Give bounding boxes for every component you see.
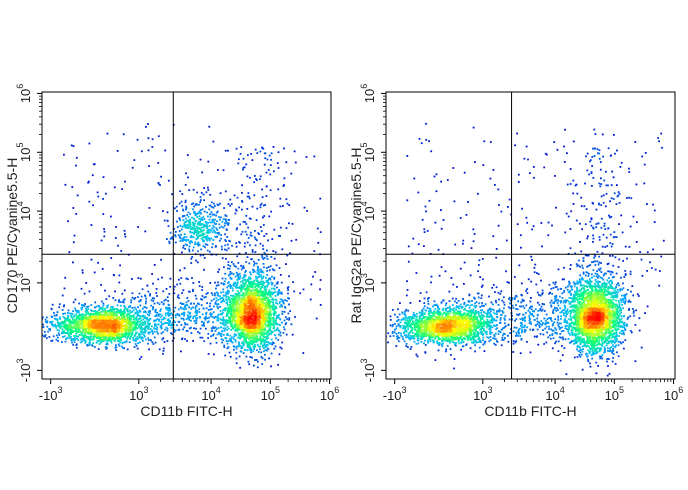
y-tick-label: 105 (359, 143, 377, 162)
y-tick-label: 103 (359, 273, 377, 292)
x-tick-label: 103 (473, 385, 492, 403)
y-axis-title: CD170 PE/Cyanine5.5-H (4, 158, 20, 314)
y-tick-label: 106 (15, 84, 33, 103)
x-tick-label: 104 (201, 385, 220, 403)
y-axis-title: Rat IgG2a PE/Cyanine5.5-H (348, 148, 364, 324)
y-tick-label: 103 (15, 273, 33, 292)
x-tick-label: -103 (39, 385, 63, 403)
plot-frame (41, 91, 332, 380)
y-tick-label: 106 (359, 84, 377, 103)
events-layer (42, 123, 322, 369)
plot-frame (385, 91, 676, 380)
x-tick-label: 103 (129, 385, 148, 403)
x-tick-label: 105 (261, 385, 280, 403)
x-axis-title: CD11b FITC-H (140, 403, 232, 419)
x-tick-label: 104 (545, 385, 564, 403)
x-tick-label: 106 (664, 385, 683, 403)
plot-panel-1: -103 103 104 105 106 -103 103 104 105 106 CD11b FI… (4, 84, 339, 419)
events-layer (386, 122, 665, 377)
x-tick-label: -103 (383, 385, 407, 403)
y-tick-label: 104 (15, 201, 33, 220)
x-tick-label: 105 (605, 385, 624, 403)
y-tick-label: -103 (359, 358, 377, 382)
plot-panel-2: -103 103 104 105 106 -103 103 104 105 106 CD11b FI… (348, 84, 683, 419)
x-axis-title: CD11b FITC-H (484, 403, 576, 419)
y-tick-label: 105 (15, 143, 33, 162)
y-tick-label: -103 (15, 358, 33, 382)
y-tick-label: 104 (359, 201, 377, 220)
x-tick-label: 106 (320, 385, 339, 403)
